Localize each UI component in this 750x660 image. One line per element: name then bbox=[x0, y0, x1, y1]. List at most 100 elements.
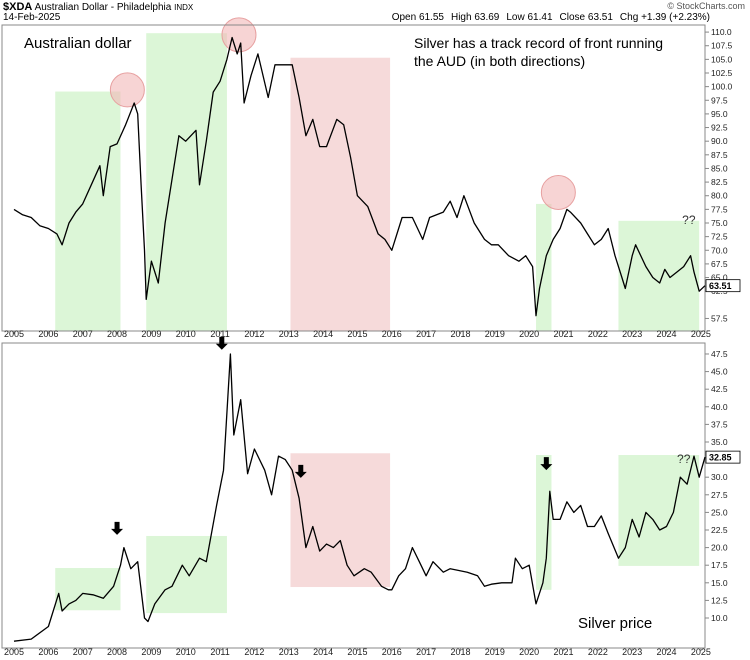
highlight-region bbox=[55, 91, 121, 331]
y-tick-label: 105.0 bbox=[711, 54, 733, 64]
x-tick-label: 2013 bbox=[279, 329, 299, 339]
x-tick-label: 2021 bbox=[553, 329, 573, 339]
arrow bbox=[540, 457, 553, 471]
y-tick-label: 87.5 bbox=[711, 150, 728, 160]
quote-value: +1.39 (+2.23%) bbox=[641, 12, 710, 23]
panel-title: Australian dollar bbox=[24, 35, 132, 52]
x-tick-label: 2025 bbox=[691, 329, 711, 339]
x-tick-label: 2010 bbox=[176, 329, 196, 339]
y-tick-label: 110.0 bbox=[711, 27, 732, 37]
x-tick-label: 2020 bbox=[519, 329, 539, 339]
quote-item: Open 61.55 bbox=[392, 12, 444, 23]
y-tick-label: 67.5 bbox=[711, 259, 728, 269]
y-tick-label: 75.0 bbox=[711, 218, 728, 228]
y-tick-label: 92.5 bbox=[711, 123, 728, 133]
quote-item: Chg +1.39 (+2.23%) bbox=[620, 12, 710, 23]
y-tick-label: 72.5 bbox=[711, 232, 728, 242]
x-tick-label: 2024 bbox=[657, 647, 677, 657]
x-tick-label: 2021 bbox=[553, 647, 573, 657]
x-tick-label: 2014 bbox=[313, 329, 333, 339]
note: ?? bbox=[682, 213, 696, 227]
symbol: $XDA bbox=[3, 1, 33, 13]
y-tick-label: 22.5 bbox=[711, 525, 728, 535]
y-tick-label: 15.0 bbox=[711, 578, 728, 588]
y-tick-label: 37.5 bbox=[711, 419, 728, 429]
highlight-region bbox=[290, 57, 391, 332]
y-tick-label: 30.0 bbox=[711, 472, 728, 482]
quote-label: High bbox=[450, 12, 472, 23]
quote-value: 61.55 bbox=[418, 12, 444, 23]
highlight-region bbox=[146, 535, 227, 614]
y-tick-label: 77.5 bbox=[711, 204, 728, 214]
x-tick-label: 2005 bbox=[4, 329, 24, 339]
x-tick-label: 2023 bbox=[622, 647, 642, 657]
y-tick-label: 65.0 bbox=[711, 273, 728, 283]
annotation: the AUD (in both directions) bbox=[414, 53, 585, 69]
quote-value: 63.69 bbox=[474, 12, 500, 23]
y-tick-label: 97.5 bbox=[711, 95, 728, 105]
y-tick-label: 27.5 bbox=[711, 490, 728, 500]
highlight-region bbox=[290, 453, 391, 588]
highlight-circle bbox=[540, 174, 576, 210]
y-tick-label: 80.0 bbox=[711, 191, 728, 201]
quote: Open 61.55 High 63.69 Low 61.41 Close 63.51… bbox=[385, 12, 710, 23]
x-tick-label: 2023 bbox=[622, 329, 642, 339]
quote-item: Close 63.51 bbox=[560, 12, 613, 23]
quote-label: Chg bbox=[619, 12, 639, 23]
x-tick-label: 2016 bbox=[382, 329, 402, 339]
x-tick-label: 2010 bbox=[176, 647, 196, 657]
arrow bbox=[111, 521, 124, 535]
highlight-region bbox=[618, 455, 700, 566]
y-tick-label: 10.0 bbox=[711, 613, 728, 623]
x-tick-label: 2008 bbox=[107, 329, 127, 339]
last-value-label: 63.51 bbox=[709, 281, 732, 291]
panel-title: Silver price bbox=[578, 615, 652, 632]
header: $XDA Australian Dollar - Philadelphia IN… bbox=[0, 0, 750, 24]
price-line bbox=[13, 353, 706, 642]
y-tick-label: 100.0 bbox=[711, 82, 733, 92]
highlight-region bbox=[146, 33, 227, 331]
quote-item: High 63.69 bbox=[451, 12, 499, 23]
x-tick-label: 2020 bbox=[519, 647, 539, 657]
y-tick-label: 47.5 bbox=[711, 349, 728, 359]
price-line bbox=[13, 36, 706, 317]
y-tick-label: 102.5 bbox=[711, 68, 733, 78]
x-tick-label: 2019 bbox=[485, 329, 505, 339]
x-tick-label: 2022 bbox=[588, 329, 608, 339]
highlight-region bbox=[618, 220, 700, 331]
instrument-name: Australian Dollar - Philadelphia bbox=[34, 2, 172, 13]
x-tick-label: 2006 bbox=[38, 647, 58, 657]
x-tick-label: 2025 bbox=[691, 647, 711, 657]
arrow bbox=[215, 336, 228, 350]
x-tick-label: 2012 bbox=[244, 329, 264, 339]
highlight-region bbox=[536, 455, 552, 590]
x-tick-label: 2022 bbox=[588, 647, 608, 657]
y-tick-label: 25.0 bbox=[711, 507, 728, 517]
x-tick-label: 2008 bbox=[107, 647, 127, 657]
y-tick-label: 17.5 bbox=[711, 560, 728, 570]
x-tick-label: 2018 bbox=[450, 647, 470, 657]
y-tick-label: 12.5 bbox=[711, 595, 728, 605]
y-tick-label: 95.0 bbox=[711, 109, 728, 119]
last-value-box bbox=[705, 450, 741, 464]
x-tick-label: 2013 bbox=[279, 647, 299, 657]
x-tick-label: 2009 bbox=[141, 647, 161, 657]
quote-label: Close bbox=[559, 12, 586, 23]
quote-label: Low bbox=[506, 12, 525, 23]
annotation: Silver has a track record of front runni… bbox=[414, 35, 663, 51]
x-tick-label: 2019 bbox=[485, 647, 505, 657]
x-tick-label: 2007 bbox=[73, 329, 93, 339]
arrow bbox=[294, 464, 307, 478]
x-tick-label: 2009 bbox=[141, 329, 161, 339]
y-tick-label: 107.5 bbox=[711, 41, 733, 51]
note: ?? bbox=[677, 452, 691, 466]
y-tick-label: 85.0 bbox=[711, 163, 728, 173]
date: 14-Feb-2025 bbox=[3, 12, 61, 23]
quote-value: 61.41 bbox=[527, 12, 553, 23]
credit: © StockCharts.com bbox=[667, 1, 745, 11]
x-tick-label: 2024 bbox=[657, 329, 677, 339]
y-tick-label: 40.0 bbox=[711, 402, 728, 412]
x-tick-label: 2016 bbox=[382, 647, 402, 657]
